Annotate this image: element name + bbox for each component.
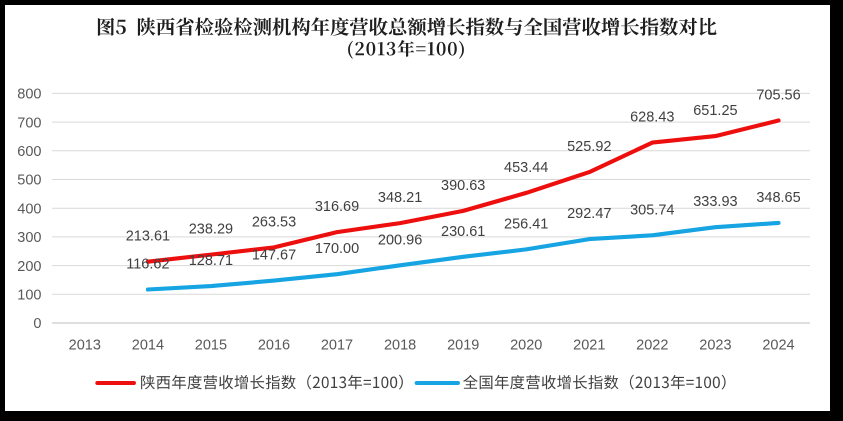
svg-text:2015: 2015 xyxy=(195,338,227,354)
svg-text:316.69: 316.69 xyxy=(315,199,359,215)
svg-text:2016: 2016 xyxy=(258,338,290,354)
svg-text:2019: 2019 xyxy=(447,338,479,354)
svg-text:705.56: 705.56 xyxy=(756,88,800,104)
svg-text:238.29: 238.29 xyxy=(189,222,233,238)
svg-text:700: 700 xyxy=(17,115,41,131)
svg-text:116.62: 116.62 xyxy=(126,257,169,273)
svg-text:525.92: 525.92 xyxy=(567,139,611,155)
svg-text:651.25: 651.25 xyxy=(693,103,737,119)
svg-text:263.53: 263.53 xyxy=(252,214,296,230)
svg-text:256.41: 256.41 xyxy=(504,216,548,232)
svg-text:2021: 2021 xyxy=(573,338,605,354)
svg-text:348.21: 348.21 xyxy=(378,190,422,206)
svg-text:628.43: 628.43 xyxy=(630,110,674,126)
svg-text:230.61: 230.61 xyxy=(441,224,485,240)
svg-text:305.74: 305.74 xyxy=(630,202,674,218)
svg-text:0: 0 xyxy=(33,316,41,332)
svg-text:333.93: 333.93 xyxy=(693,194,737,210)
svg-text:500: 500 xyxy=(17,173,41,189)
svg-text:2014: 2014 xyxy=(132,338,164,354)
svg-text:348.65: 348.65 xyxy=(756,190,800,206)
svg-text:200.96: 200.96 xyxy=(378,232,422,248)
svg-text:2017: 2017 xyxy=(321,338,353,354)
svg-text:2024: 2024 xyxy=(762,338,794,354)
svg-text:2022: 2022 xyxy=(636,338,668,354)
svg-text:400: 400 xyxy=(17,201,41,217)
svg-text:2013: 2013 xyxy=(69,338,101,354)
svg-text:147.67: 147.67 xyxy=(252,248,296,264)
svg-text:390.63: 390.63 xyxy=(441,178,485,194)
svg-text:300: 300 xyxy=(17,230,41,246)
svg-text:800: 800 xyxy=(17,87,41,103)
svg-text:2023: 2023 xyxy=(699,338,731,354)
svg-text:453.44: 453.44 xyxy=(504,160,548,176)
svg-text:292.47: 292.47 xyxy=(567,206,611,222)
svg-text:200: 200 xyxy=(17,259,41,275)
svg-text:2020: 2020 xyxy=(510,338,542,354)
svg-text:128.71: 128.71 xyxy=(189,253,233,269)
svg-text:600: 600 xyxy=(17,144,41,160)
svg-text:100: 100 xyxy=(17,288,41,304)
svg-text:170.00: 170.00 xyxy=(315,241,359,257)
svg-text:213.61: 213.61 xyxy=(126,229,170,245)
svg-text:2018: 2018 xyxy=(384,338,416,354)
